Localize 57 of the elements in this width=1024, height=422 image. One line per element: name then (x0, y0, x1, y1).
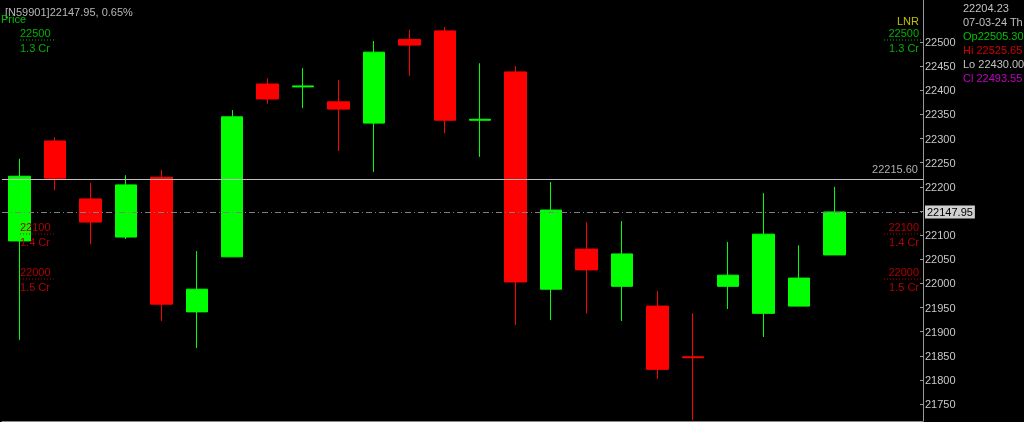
annotation: 22500 (20, 27, 51, 39)
candlestick (292, 67, 314, 109)
candlestick (823, 186, 846, 256)
candlestick (221, 109, 243, 258)
text: Op22505.30 (963, 30, 1024, 42)
y-tick-label: 21950 (925, 301, 956, 314)
candlestick (717, 241, 739, 310)
y-tick-label: 22400 (925, 84, 956, 97)
annotation: 22000 (888, 266, 919, 278)
candlestick (788, 244, 810, 307)
y-tick-label: 22250 (925, 156, 956, 169)
y-tick-label: 22350 (925, 108, 956, 121)
annotation: LNR (896, 15, 920, 27)
candlestick (363, 40, 385, 173)
annotation: 1.3 Cr (20, 42, 51, 54)
y-tick-label: 21900 (925, 325, 956, 338)
candlestick (327, 79, 350, 152)
candlestick (79, 182, 102, 245)
text: 07-03-24 Th (963, 16, 1023, 28)
y-tick-label: 21800 (925, 373, 956, 386)
candlestick (646, 290, 669, 380)
y-tick-label: 22000 (925, 277, 956, 290)
y-tick-label: 22050 (925, 253, 956, 266)
ref-line-label: 22147.95 (927, 205, 973, 218)
annotation: 1.5 Cr (20, 281, 51, 293)
candlestick (398, 29, 421, 77)
candlestick (469, 62, 491, 158)
candlestick (752, 192, 775, 338)
y-tick-label: 21750 (925, 398, 956, 411)
annotation: 22500 (888, 27, 919, 39)
candlestick (504, 65, 527, 326)
text: Lo 22430.00 (963, 58, 1024, 70)
y-tick-label: 21850 (925, 349, 956, 362)
annotation: 1.4 Cr (889, 236, 920, 248)
annotation: 22000 (20, 266, 51, 278)
text: Cl 22493.55 (963, 72, 1023, 84)
candlestick (186, 250, 208, 349)
candlestick (115, 174, 137, 240)
candlestick (434, 26, 456, 134)
annotation: 22100 (888, 221, 919, 233)
annotation: 1.5 Cr (889, 281, 920, 293)
ref-line-label: 22215.60 (872, 162, 918, 175)
candlestick (44, 136, 66, 191)
text: Hi 22525.65 (963, 44, 1023, 56)
candlestick (575, 221, 598, 314)
candlestick (611, 220, 633, 322)
text: 22204.23 (963, 2, 1009, 14)
candlestick (150, 169, 173, 322)
y-tick-label: 22100 (925, 229, 956, 242)
y-tick-label: 22450 (925, 60, 956, 73)
y-tick-label: 22500 (925, 36, 956, 48)
y-tick-label: 22300 (925, 132, 956, 145)
annotation: 1.3 Cr (889, 42, 920, 54)
y-tick-label: 22200 (925, 180, 956, 193)
candlestick (682, 312, 704, 421)
candlestick (540, 181, 562, 321)
candlestick (256, 77, 279, 105)
